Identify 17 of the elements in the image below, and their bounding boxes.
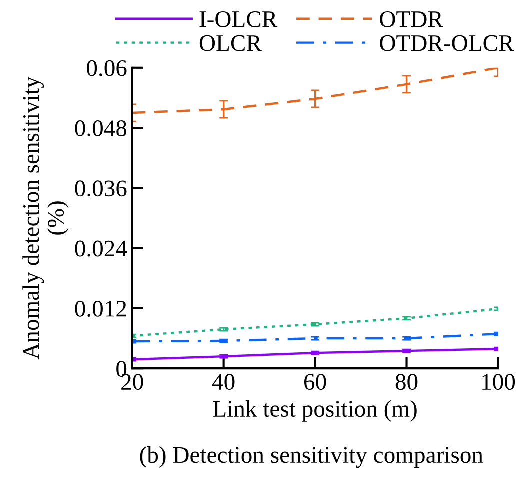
x-axis-title: Link test position (m) xyxy=(213,400,417,422)
line-series xyxy=(132,68,498,114)
y-tick-label: 0.06 xyxy=(87,60,127,76)
x-tick-label: 100 xyxy=(482,374,516,390)
legend-label: OLCR xyxy=(200,35,262,52)
text: (b) Detection sensitivity comparison xyxy=(140,446,484,468)
legend-label: OTDR-OLCR xyxy=(380,35,514,52)
y-tick-label: 0.024 xyxy=(75,240,128,257)
legend-label: I-OLCR xyxy=(200,12,278,28)
x-tick-label: 40 xyxy=(212,374,235,390)
x-tick-label: 80 xyxy=(396,374,418,390)
y-tick-label: 0.036 xyxy=(75,180,127,197)
y-tick-label: 0.012 xyxy=(75,300,126,317)
legend-label: OTDR xyxy=(380,12,444,28)
y-tick-label: 0.048 xyxy=(75,120,127,137)
x-tick-label: 60 xyxy=(304,374,326,390)
y-axis-title: Anomaly detection sensitivity (%) xyxy=(22,76,69,360)
